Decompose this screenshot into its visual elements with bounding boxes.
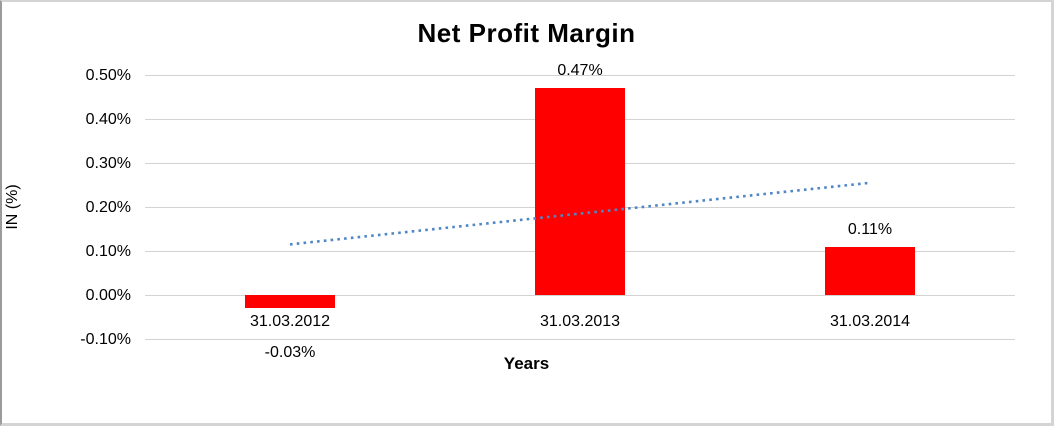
bar-value-label: -0.03%	[264, 344, 316, 361]
y-tick-label: 0.00%	[85, 287, 131, 304]
y-tick-label: 0.20%	[85, 199, 131, 216]
category-label: 31.03.2014	[829, 313, 911, 330]
bar-value-label: 0.47%	[557, 62, 603, 80]
category-label: 31.03.2013	[539, 313, 621, 330]
bar	[245, 295, 335, 309]
category-label: 31.03.2012	[249, 313, 331, 330]
bar-value-label: 0.11%	[847, 220, 893, 238]
y-tick-label: 0.40%	[85, 111, 131, 128]
gridline	[145, 294, 1015, 296]
bar	[535, 88, 625, 295]
y-tick-label: 0.10%	[85, 243, 131, 260]
gridline	[145, 74, 1015, 76]
bar	[825, 246, 915, 295]
y-tick-label: 0.30%	[85, 155, 131, 172]
y-tick-label: -0.10%	[80, 331, 131, 348]
gridline	[145, 338, 1015, 340]
chart-title: Net Profit Margin	[417, 18, 636, 48]
y-tick-label: 0.50%	[85, 67, 131, 84]
x-axis-title: Years	[503, 354, 550, 373]
